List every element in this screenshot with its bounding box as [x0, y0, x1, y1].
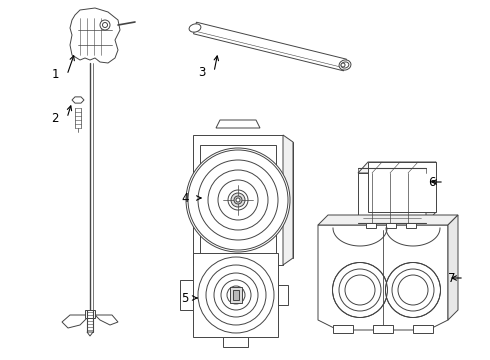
Polygon shape [95, 315, 118, 325]
Ellipse shape [198, 160, 278, 240]
Polygon shape [193, 253, 278, 337]
Ellipse shape [221, 280, 251, 310]
Ellipse shape [228, 190, 248, 210]
Ellipse shape [229, 191, 247, 209]
Text: 7: 7 [448, 271, 456, 284]
Ellipse shape [186, 148, 290, 252]
Polygon shape [194, 22, 346, 71]
Polygon shape [368, 162, 436, 212]
Polygon shape [448, 215, 458, 320]
Ellipse shape [341, 63, 345, 67]
Ellipse shape [227, 286, 245, 304]
Ellipse shape [392, 269, 434, 311]
Polygon shape [216, 265, 260, 273]
Ellipse shape [231, 193, 245, 207]
Ellipse shape [339, 269, 381, 311]
Ellipse shape [206, 265, 266, 325]
Polygon shape [318, 215, 458, 225]
Ellipse shape [205, 167, 271, 233]
Ellipse shape [208, 170, 268, 230]
Ellipse shape [333, 262, 388, 318]
Polygon shape [426, 162, 436, 223]
Ellipse shape [102, 22, 107, 27]
Polygon shape [373, 325, 393, 333]
Text: 3: 3 [198, 66, 206, 78]
Polygon shape [283, 135, 293, 265]
Polygon shape [180, 280, 193, 310]
Ellipse shape [236, 198, 240, 202]
Ellipse shape [339, 60, 351, 70]
Ellipse shape [214, 273, 258, 317]
Polygon shape [62, 315, 90, 328]
Text: 1: 1 [51, 68, 59, 81]
Text: 4: 4 [181, 192, 189, 204]
Polygon shape [406, 223, 416, 228]
Ellipse shape [234, 196, 242, 204]
Ellipse shape [231, 290, 241, 300]
Polygon shape [85, 310, 95, 318]
Ellipse shape [218, 180, 258, 220]
Ellipse shape [214, 176, 262, 224]
Ellipse shape [234, 196, 242, 204]
Polygon shape [87, 332, 93, 336]
Polygon shape [318, 225, 448, 330]
Polygon shape [193, 135, 283, 265]
Ellipse shape [341, 62, 349, 68]
Polygon shape [216, 120, 260, 128]
Ellipse shape [188, 150, 288, 250]
Ellipse shape [386, 262, 441, 318]
Ellipse shape [345, 275, 375, 305]
Polygon shape [72, 97, 84, 103]
Polygon shape [278, 285, 288, 305]
Polygon shape [200, 145, 276, 255]
Polygon shape [230, 287, 242, 303]
Text: 5: 5 [181, 292, 189, 305]
Text: 6: 6 [428, 175, 436, 189]
Polygon shape [233, 290, 239, 300]
Polygon shape [70, 8, 120, 63]
Polygon shape [223, 337, 248, 347]
Polygon shape [386, 223, 396, 228]
Polygon shape [358, 162, 436, 173]
Polygon shape [358, 173, 426, 223]
Ellipse shape [189, 24, 201, 32]
Ellipse shape [398, 275, 428, 305]
Polygon shape [333, 325, 353, 333]
Ellipse shape [100, 20, 110, 30]
Ellipse shape [198, 257, 274, 333]
Polygon shape [366, 223, 376, 228]
Text: 2: 2 [51, 112, 59, 125]
Ellipse shape [196, 158, 280, 242]
Polygon shape [413, 325, 433, 333]
Ellipse shape [222, 184, 254, 216]
